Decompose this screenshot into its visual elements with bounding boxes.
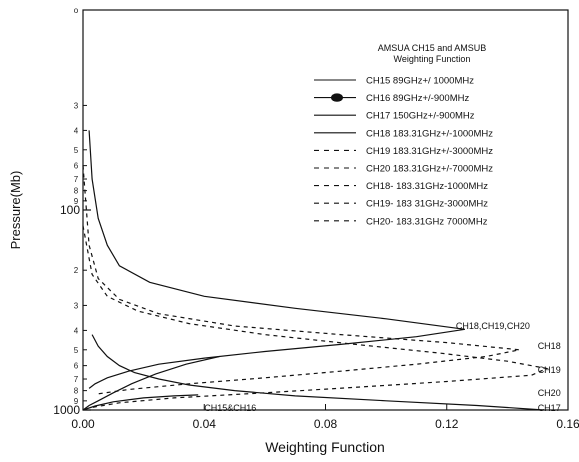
legend-label-4: CH18 183.31GHz+/-1000MHz	[366, 128, 493, 139]
y-minor-tick-label: o	[74, 6, 79, 15]
curve-annotation-5: CH17	[538, 403, 561, 413]
y-minor-tick-label: 7	[74, 175, 79, 184]
y-minor-tick-label: 4	[74, 126, 79, 135]
legend-label-2: CH16 89GHz+/-900MHz	[366, 93, 469, 104]
y-minor-tick-label: 2	[74, 266, 79, 275]
legend-label-8: CH19- 183 31GHz-3000MHz	[366, 199, 488, 210]
x-tick-label: 0.16	[556, 417, 579, 431]
x-tick-label: 0.12	[435, 417, 459, 431]
y-minor-tick-label: 7	[74, 375, 79, 384]
annotations: CH18,CH19,CH20 CH18 CH19 CH20 CH17 CH15&CH16	[204, 321, 560, 413]
legend-marker-dot	[331, 93, 343, 101]
curve-annotation-6: CH15&CH16	[204, 403, 256, 413]
y-major-tick-label: 100	[60, 203, 80, 217]
legend-title-line-1: AMSUA CH15 and AMSUB	[378, 43, 487, 53]
legend-label-7: CH18- 183.31GHz-1000MHz	[366, 181, 488, 192]
y-minor-tick-label: 8	[74, 387, 79, 396]
legend-label-5: CH19 183.31GHz+/-3000MHz	[366, 146, 493, 157]
y-minor-tick-label: 5	[74, 346, 79, 355]
curve-annotation-3: CH19	[538, 365, 561, 375]
y-minor-tick-label: 6	[74, 162, 79, 171]
x-axis-label: Weighting Function	[265, 439, 385, 455]
curve-annotation-4: CH20	[538, 388, 561, 398]
y-minor-tick-label: 3	[74, 301, 79, 310]
legend-title-line-2: Weighting Function	[394, 54, 471, 64]
y-minor-tick-label: 6	[74, 362, 79, 371]
x-tick-label: 0.00	[71, 417, 95, 431]
legend-label-6: CH20 183.31GHz+/-7000MHz	[366, 164, 493, 175]
curve-annotation-1: CH18,CH19,CH20	[456, 321, 530, 331]
plot-frame	[83, 10, 568, 410]
curve-annotation-2: CH18	[538, 341, 561, 351]
y-axis-label: Pressure(Mb)	[8, 171, 23, 250]
y-minor-tick-label: 8	[74, 187, 79, 196]
x-tick-label: 0.04	[193, 417, 217, 431]
x-axis-ticks: 0.00 0.04 0.08 0.12 0.16	[71, 404, 579, 431]
legend-label-1: CH15 89GHz+/ 1000MHz	[366, 76, 474, 87]
y-minor-tick-label: 5	[74, 146, 79, 155]
x-tick-label: 0.08	[314, 417, 338, 431]
legend-label-3: CH17 150GHz+/-900MHz	[366, 111, 475, 122]
legend-label-9: CH20- 183.31GHz 7000MHz	[366, 216, 488, 227]
series-line-1	[83, 357, 219, 411]
series-line-6	[83, 226, 547, 408]
y-minor-tick-label: 3	[74, 101, 79, 110]
y-minor-tick-label: 4	[74, 326, 79, 335]
y-major-tick-label: 1000	[53, 403, 80, 417]
